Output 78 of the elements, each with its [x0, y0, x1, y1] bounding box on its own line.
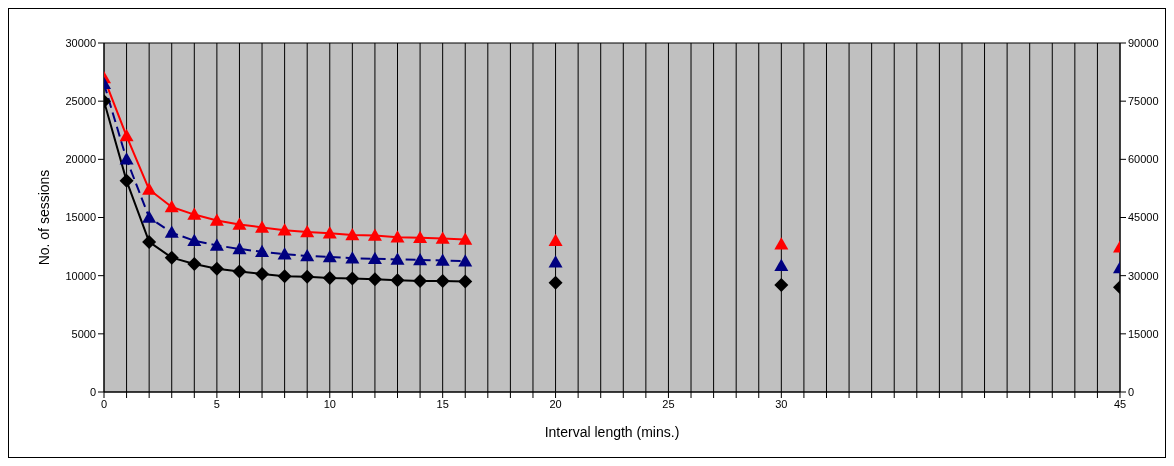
- point: [322, 250, 337, 263]
- point: [774, 258, 789, 272]
- point: [277, 269, 292, 284]
- point: [458, 254, 473, 267]
- x-tick-label: 30: [775, 397, 788, 410]
- point: [413, 252, 428, 266]
- point: [164, 225, 179, 238]
- y-tick-label: 30000: [65, 36, 96, 49]
- point: [300, 269, 315, 284]
- point: [548, 233, 563, 247]
- point: [367, 251, 382, 265]
- point: [187, 207, 202, 220]
- point: [345, 271, 360, 286]
- point: [435, 253, 450, 266]
- y2-tick-label: 30000: [1128, 269, 1159, 282]
- point: [187, 257, 202, 272]
- y-axis-title: No. of sessions: [35, 169, 52, 266]
- y-tick-label: 20000: [65, 153, 96, 166]
- x-tick-label: 20: [549, 397, 562, 410]
- point: [390, 230, 405, 243]
- point: [345, 227, 360, 241]
- point: [255, 266, 270, 281]
- x-axis-title: Interval length (mins.): [544, 424, 680, 440]
- point: [300, 248, 315, 262]
- y2-tick-label: 60000: [1128, 153, 1159, 166]
- point: [209, 238, 224, 251]
- point: [548, 255, 563, 268]
- point: [209, 213, 224, 226]
- point: [119, 173, 134, 188]
- point: [413, 273, 428, 288]
- point: [435, 273, 450, 288]
- y2-tick-label: 90000: [1128, 36, 1159, 49]
- x-tick-label: 25: [662, 397, 675, 410]
- point: [367, 272, 382, 287]
- point: [232, 217, 247, 230]
- x-tick-label: 5: [213, 397, 220, 410]
- point: [255, 220, 270, 233]
- point: [255, 244, 270, 258]
- point: [232, 241, 247, 255]
- x-tick-label: 0: [100, 397, 108, 410]
- x-tick-label: 15: [436, 397, 449, 410]
- point: [164, 200, 179, 213]
- point: [209, 261, 224, 276]
- point: [390, 273, 405, 288]
- point: [548, 275, 563, 290]
- point: [345, 251, 360, 264]
- point: [367, 228, 382, 241]
- x-tick-label: 45: [1113, 397, 1127, 410]
- point: [164, 250, 179, 265]
- y-tick-label: 5000: [71, 327, 96, 340]
- point: [322, 226, 337, 239]
- y2-tick-label: 15000: [1128, 327, 1159, 340]
- point: [277, 223, 292, 236]
- point: [390, 252, 405, 265]
- y2-tick-label: 75000: [1128, 95, 1159, 108]
- point: [413, 230, 428, 244]
- point: [774, 277, 789, 292]
- point: [300, 225, 315, 238]
- y-tick-label: 25000: [65, 95, 96, 108]
- point: [458, 232, 473, 245]
- point: [142, 210, 157, 223]
- point: [277, 247, 292, 260]
- point: [187, 233, 202, 247]
- point: [119, 129, 134, 142]
- point: [774, 237, 789, 250]
- point: [458, 274, 473, 289]
- point: [119, 152, 134, 165]
- y-tick-label: 15000: [65, 211, 96, 224]
- y2-tick-label: 0: [1128, 385, 1135, 398]
- y2-tick-label: 45000: [1128, 211, 1159, 224]
- y-tick-label: 10000: [65, 269, 96, 282]
- y-tick-label: 0: [89, 385, 96, 398]
- point: [232, 264, 247, 279]
- point: [142, 182, 157, 195]
- x-tick-label: 10: [323, 397, 336, 410]
- point: [435, 231, 450, 244]
- point: [322, 270, 337, 285]
- point: [142, 234, 157, 249]
